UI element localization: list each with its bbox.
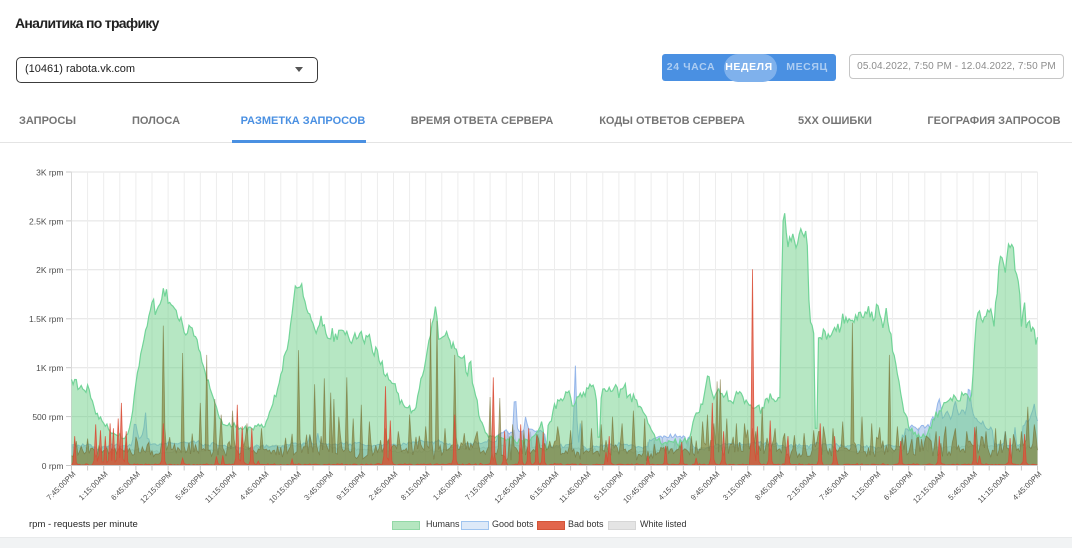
svg-text:7:45:00AM: 7:45:00AM xyxy=(818,470,851,503)
svg-text:9:15:00PM: 9:15:00PM xyxy=(335,470,368,503)
svg-text:5:45:00AM: 5:45:00AM xyxy=(946,470,979,503)
svg-text:7:15:00PM: 7:15:00PM xyxy=(463,470,496,503)
svg-text:6:15:00AM: 6:15:00AM xyxy=(528,470,561,503)
svg-text:9:45:00AM: 9:45:00AM xyxy=(689,470,722,503)
svg-text:1:15:00AM: 1:15:00AM xyxy=(77,470,110,503)
svg-text:11:15:00AM: 11:15:00AM xyxy=(976,470,1011,505)
svg-text:2:45:00AM: 2:45:00AM xyxy=(367,470,400,503)
svg-text:0 rpm: 0 rpm xyxy=(42,461,64,471)
svg-text:3K rpm: 3K rpm xyxy=(36,167,63,177)
svg-text:6:45:00AM: 6:45:00AM xyxy=(109,470,142,503)
svg-text:12:45:00AM: 12:45:00AM xyxy=(493,470,529,506)
svg-text:4:15:00AM: 4:15:00AM xyxy=(657,470,690,503)
svg-text:8:15:00AM: 8:15:00AM xyxy=(399,470,432,503)
svg-text:10:15:00AM: 10:15:00AM xyxy=(267,470,303,506)
svg-text:3:15:00PM: 3:15:00PM xyxy=(721,470,754,503)
svg-text:4:45:00AM: 4:45:00AM xyxy=(238,470,271,503)
svg-text:7:45:00PM: 7:45:00PM xyxy=(45,470,78,503)
svg-text:11:15:00PM: 11:15:00PM xyxy=(203,470,238,505)
svg-text:1K rpm: 1K rpm xyxy=(36,363,63,373)
svg-text:12:15:00PM: 12:15:00PM xyxy=(138,470,174,506)
svg-text:4:45:00PM: 4:45:00PM xyxy=(1011,470,1044,503)
svg-text:3:45:00PM: 3:45:00PM xyxy=(302,470,335,503)
svg-text:500 rpm: 500 rpm xyxy=(32,412,63,422)
svg-text:1.5K rpm: 1.5K rpm xyxy=(29,314,64,324)
svg-text:2:15:00AM: 2:15:00AM xyxy=(785,470,818,503)
svg-text:10:45:00PM: 10:45:00PM xyxy=(621,470,657,506)
svg-text:1:45:00PM: 1:45:00PM xyxy=(431,470,464,503)
svg-text:12:15:00AM: 12:15:00AM xyxy=(911,470,947,506)
svg-text:2.5K rpm: 2.5K rpm xyxy=(29,216,64,226)
svg-text:2K rpm: 2K rpm xyxy=(36,265,63,275)
svg-text:1:15:00PM: 1:15:00PM xyxy=(850,470,883,503)
svg-text:6:45:00PM: 6:45:00PM xyxy=(882,470,915,503)
svg-text:8:45:00PM: 8:45:00PM xyxy=(753,470,786,503)
svg-text:11:45:00AM: 11:45:00AM xyxy=(557,470,592,505)
svg-text:5:15:00PM: 5:15:00PM xyxy=(592,470,625,503)
svg-text:5:45:00PM: 5:45:00PM xyxy=(174,470,207,503)
